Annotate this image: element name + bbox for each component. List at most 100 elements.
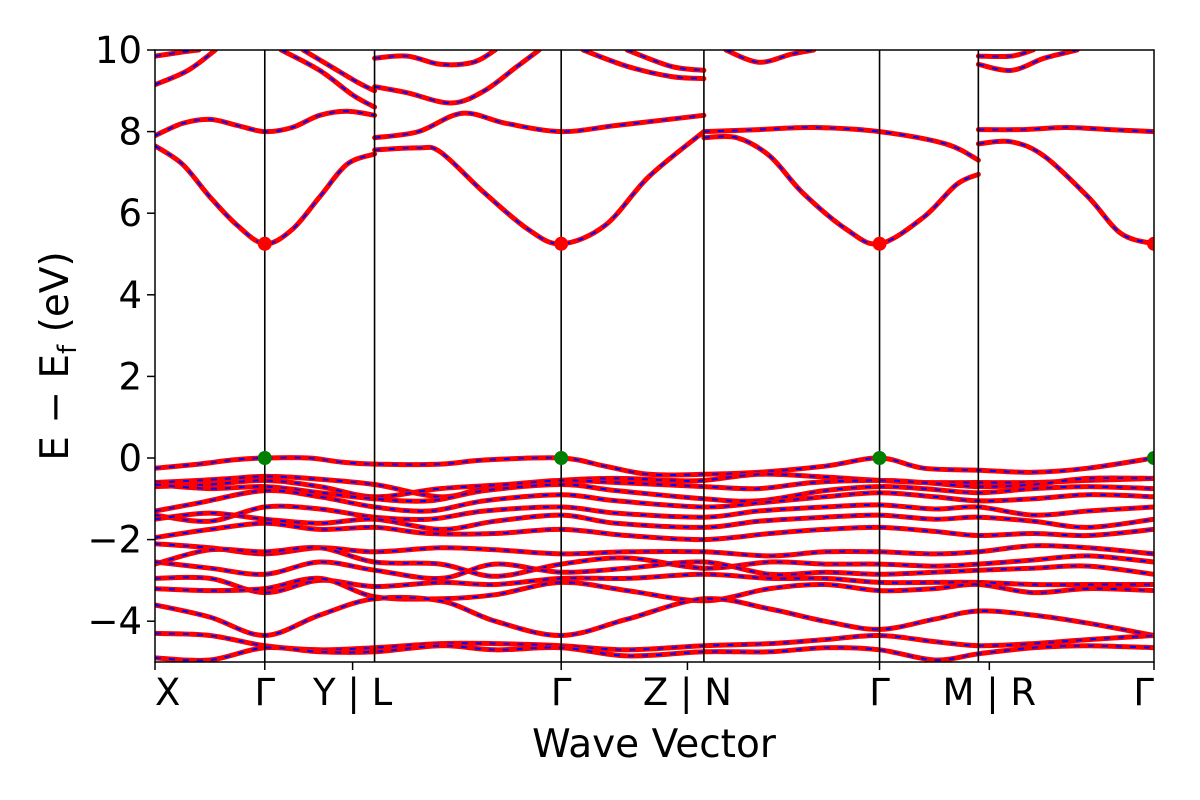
- band-line: [155, 50, 218, 88]
- y-axis-ticks: −4 −2 0 2 4 6 8 10: [87, 29, 155, 643]
- band-34: [155, 630, 1154, 653]
- band-26: [155, 510, 1154, 532]
- band-16: [975, 138, 1154, 247]
- band-line: [155, 487, 1154, 514]
- vbm-marker: [1147, 451, 1154, 465]
- x-tick-label: Y | L: [312, 671, 393, 714]
- band-11: [580, 50, 707, 82]
- y-axis-label-subscript: f: [53, 344, 83, 354]
- band-line: [372, 50, 498, 68]
- band-14: [701, 124, 981, 163]
- band-15: [723, 50, 817, 65]
- band-30: [155, 559, 1154, 581]
- x-tick-label: Γ: [254, 671, 275, 714]
- vbm-marker: [872, 451, 887, 465]
- band-line-overlay: [978, 50, 1034, 58]
- band-line-overlay: [155, 522, 1154, 541]
- band-line-overlay: [374, 130, 705, 245]
- y-axis-label-main: E − E: [33, 354, 78, 461]
- band-line: [155, 594, 1154, 639]
- band-line-overlay: [582, 50, 704, 80]
- band-line-overlay: [280, 50, 376, 108]
- band-32: [155, 575, 1154, 604]
- band-20: [155, 455, 1154, 478]
- y-tick-label: 6: [118, 192, 142, 235]
- y-tick-label: 10: [95, 29, 142, 72]
- band-27: [155, 520, 1154, 543]
- x-tick-label: M | R: [943, 671, 1037, 714]
- band-10: [372, 50, 498, 68]
- band-line: [155, 502, 1154, 524]
- band-line: [278, 50, 378, 110]
- y-tick-label: 0: [118, 437, 142, 480]
- band-line: [155, 575, 1154, 604]
- y-tick-label: 4: [118, 274, 142, 317]
- band-line: [155, 630, 1154, 653]
- band-17: [975, 124, 1154, 135]
- band-line-overlay: [374, 50, 540, 105]
- y-tick-label: 8: [118, 111, 142, 154]
- band-line-overlay: [155, 542, 1154, 557]
- band-line: [155, 559, 1154, 581]
- band-line-overlay: [155, 476, 1154, 498]
- band-line: [155, 481, 1154, 504]
- band-line-overlay: [155, 456, 1154, 477]
- band-line-overlay: [302, 50, 376, 92]
- x-tick-label: Z | N: [643, 671, 732, 714]
- x-axis-label: Wave Vector: [532, 722, 777, 767]
- x-tick-label: Γ: [1133, 671, 1154, 714]
- band-line-overlay: [155, 632, 1154, 651]
- band-5: [278, 50, 378, 110]
- band-line: [701, 124, 981, 163]
- y-tick-label: −4: [87, 600, 142, 643]
- band-33: [155, 594, 1154, 639]
- band-line: [372, 129, 707, 247]
- cbm-marker: [257, 236, 272, 251]
- x-tick-label: Γ: [551, 671, 572, 714]
- band-7: [372, 129, 707, 247]
- band-24: [155, 487, 1154, 514]
- vbm-marker: [257, 451, 272, 465]
- band-3: [155, 50, 218, 88]
- band-21: [155, 471, 1154, 500]
- band-line: [372, 110, 707, 141]
- band-line-overlay: [155, 473, 1154, 498]
- band-25: [155, 502, 1154, 524]
- x-axis-ticks: X Γ Y | L Γ Z | N Γ M | R Γ: [154, 662, 1155, 714]
- cbm-marker: [554, 236, 569, 251]
- vbm-marker: [554, 451, 569, 465]
- band-line-overlay: [725, 50, 814, 64]
- segment-lines: [263, 50, 980, 662]
- band-line: [701, 133, 981, 247]
- band-line-overlay: [978, 126, 1154, 133]
- band-line-overlay: [155, 512, 1154, 531]
- band-line-overlay: [978, 50, 1078, 72]
- band-line: [975, 138, 1154, 247]
- x-tick-label: Γ: [869, 671, 890, 714]
- band-line-overlay: [626, 50, 705, 72]
- y-tick-label: 2: [118, 355, 142, 398]
- band-6: [300, 50, 378, 94]
- bands-layer: [155, 50, 1154, 662]
- band-line-overlay: [155, 145, 375, 245]
- band-35: [155, 643, 1154, 662]
- cbm-marker: [872, 236, 887, 251]
- band-line-overlay: [703, 135, 979, 246]
- band-12: [624, 50, 707, 73]
- band-line-overlay: [703, 126, 979, 162]
- band-9: [372, 50, 542, 106]
- band-edge-markers: [257, 236, 1154, 465]
- y-axis-label-unit: (eV): [33, 251, 78, 345]
- x-tick-label: X: [155, 671, 180, 714]
- band-13: [701, 133, 981, 247]
- band-19: [975, 50, 1036, 60]
- band-line: [155, 50, 202, 59]
- plot-frame: [154, 49, 1155, 663]
- band-line-overlay: [374, 112, 705, 139]
- band-8: [372, 110, 707, 141]
- cbm-marker: [1147, 236, 1154, 251]
- band-line-overlay: [155, 596, 1154, 637]
- band-4: [155, 50, 202, 59]
- band-23: [155, 481, 1154, 504]
